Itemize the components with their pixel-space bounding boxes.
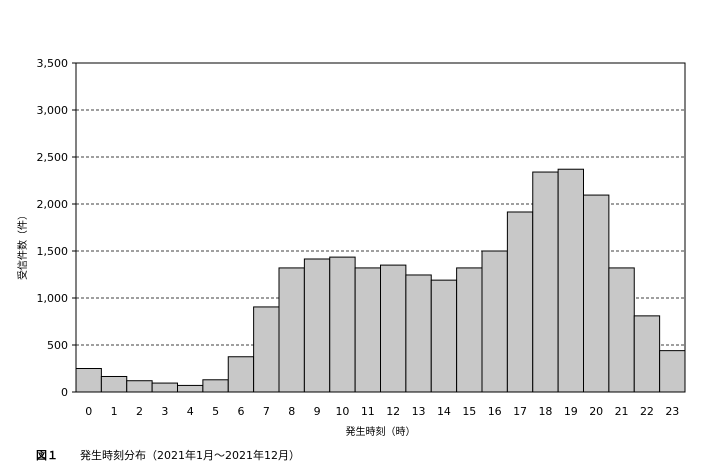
x-axis-ticks: 0 1 2 3 4 5 6 7 8 9 10 11 12 13 14 15 16 17 18 19 20 21 22 23: [85, 405, 679, 418]
figure-caption-text: 発生時刻分布（2021年1月～2021年12月）: [80, 449, 300, 462]
y-tick-label: 2,000: [37, 198, 69, 211]
bar-hour-18: [532, 171, 559, 393]
x-tick-label: 5: [212, 405, 219, 418]
bar-hour-4: [177, 384, 204, 393]
bar-hour-13: [405, 274, 432, 393]
x-tick-label: 16: [488, 405, 502, 418]
bar-hour-7: [253, 306, 280, 393]
x-tick-label: 9: [314, 405, 321, 418]
y-tick-label: 1,500: [37, 245, 69, 258]
bar-hour-2: [126, 380, 153, 393]
x-tick-label: 7: [263, 405, 270, 418]
figure-number: 図１: [36, 449, 58, 462]
bar-hour-9: [303, 258, 331, 393]
y-tick-label: 1,000: [37, 292, 69, 305]
x-tick-label: 4: [187, 405, 194, 418]
x-tick-label: 18: [538, 405, 552, 418]
bar-hour-3: [151, 382, 178, 393]
x-tick-label: 15: [462, 405, 476, 418]
bar-hour-10: [329, 256, 356, 393]
x-tick-label: 22: [640, 405, 654, 418]
bar-hour-23: [659, 350, 686, 393]
bar-hour-5: [202, 379, 229, 393]
bar-hour-6: [227, 356, 255, 393]
y-tick-label: 3,000: [37, 104, 69, 117]
y-tick-label: 0: [61, 386, 68, 399]
bar-hour-17: [506, 211, 534, 393]
bar-hour-22: [633, 315, 661, 393]
x-tick-label: 6: [237, 405, 244, 418]
bar-hour-16: [481, 250, 508, 393]
bar-hour-11: [354, 267, 381, 393]
bar-hour-14: [430, 279, 458, 393]
bar-hour-12: [380, 264, 407, 393]
x-tick-label: 0: [85, 405, 92, 418]
y-tick-label: 500: [47, 339, 68, 352]
bar-hour-21: [608, 267, 635, 393]
y-axis-ticks: 0 500 1,000 1,500 2,000 2,500 3,000 3,500: [37, 57, 76, 399]
y-axis-title: 受信件数（件）: [16, 210, 29, 280]
bar-hour-19: [557, 168, 584, 393]
x-tick-label: 10: [335, 405, 349, 418]
y-tick-label: 3,500: [37, 57, 69, 70]
x-tick-label: 13: [412, 405, 426, 418]
x-tick-label: 23: [665, 405, 679, 418]
x-tick-label: 20: [589, 405, 603, 418]
y-tick-label: 2,500: [37, 151, 69, 164]
x-tick-label: 14: [437, 405, 451, 418]
x-tick-label: 1: [111, 405, 118, 418]
plot-area-frame: [75, 62, 686, 393]
x-tick-label: 19: [564, 405, 578, 418]
bar-hour-20: [583, 194, 610, 393]
bar-hour-0: [75, 368, 102, 393]
x-tick-label: 11: [361, 405, 375, 418]
bar-hour-8: [278, 267, 305, 393]
figure-caption: 図１ 発生時刻分布（2021年1月～2021年12月）: [36, 447, 300, 463]
x-tick-label: 2: [136, 405, 143, 418]
x-tick-label: 12: [386, 405, 400, 418]
x-tick-label: 8: [288, 405, 295, 418]
x-axis-title: 発生時刻（時）: [346, 425, 416, 438]
x-tick-label: 21: [615, 405, 629, 418]
bar-hour-15: [456, 267, 483, 393]
x-tick-label: 3: [161, 405, 168, 418]
bars: [75, 168, 686, 393]
bar-hour-1: [100, 375, 128, 393]
x-tick-label: 17: [513, 405, 527, 418]
